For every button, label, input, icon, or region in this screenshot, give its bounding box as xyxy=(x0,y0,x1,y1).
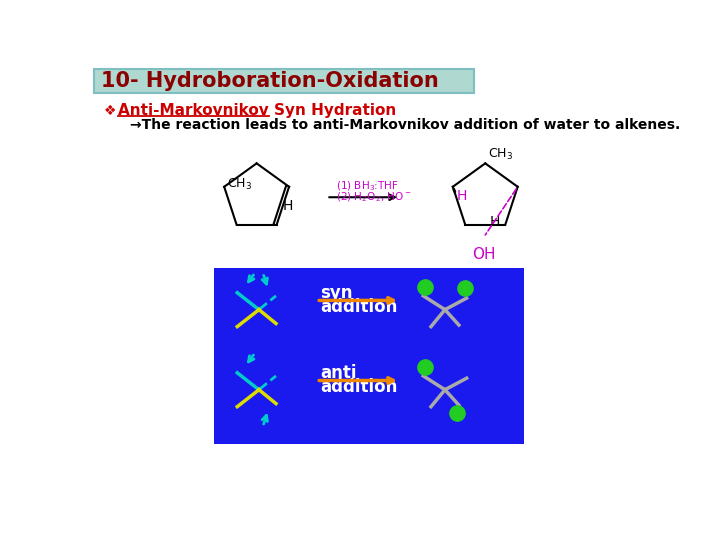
Text: CH$_3$: CH$_3$ xyxy=(487,146,513,161)
Text: anti: anti xyxy=(320,364,356,382)
Text: (2) H$_2$O$_2$, HO$^-$: (2) H$_2$O$_2$, HO$^-$ xyxy=(336,191,412,204)
Text: H: H xyxy=(456,189,467,203)
Text: 10- Hydroboration-Oxidation: 10- Hydroboration-Oxidation xyxy=(101,71,438,91)
Text: →The reaction leads to anti-Markovnikov addition of water to alkenes.: →The reaction leads to anti-Markovnikov … xyxy=(130,118,680,132)
Text: addition: addition xyxy=(320,298,397,316)
Text: CH$_3$: CH$_3$ xyxy=(228,177,253,192)
Text: H: H xyxy=(490,215,500,230)
Text: OH: OH xyxy=(472,247,495,261)
Text: ❖: ❖ xyxy=(104,104,117,118)
Text: addition: addition xyxy=(320,379,397,396)
Text: Anti-Markovnikov Syn Hydration: Anti-Markovnikov Syn Hydration xyxy=(118,104,396,118)
Bar xyxy=(214,268,524,444)
Text: (1) BH$_3$:THF: (1) BH$_3$:THF xyxy=(336,180,400,193)
Bar xyxy=(94,69,474,93)
Text: syn: syn xyxy=(320,284,353,302)
Text: H: H xyxy=(282,199,293,213)
